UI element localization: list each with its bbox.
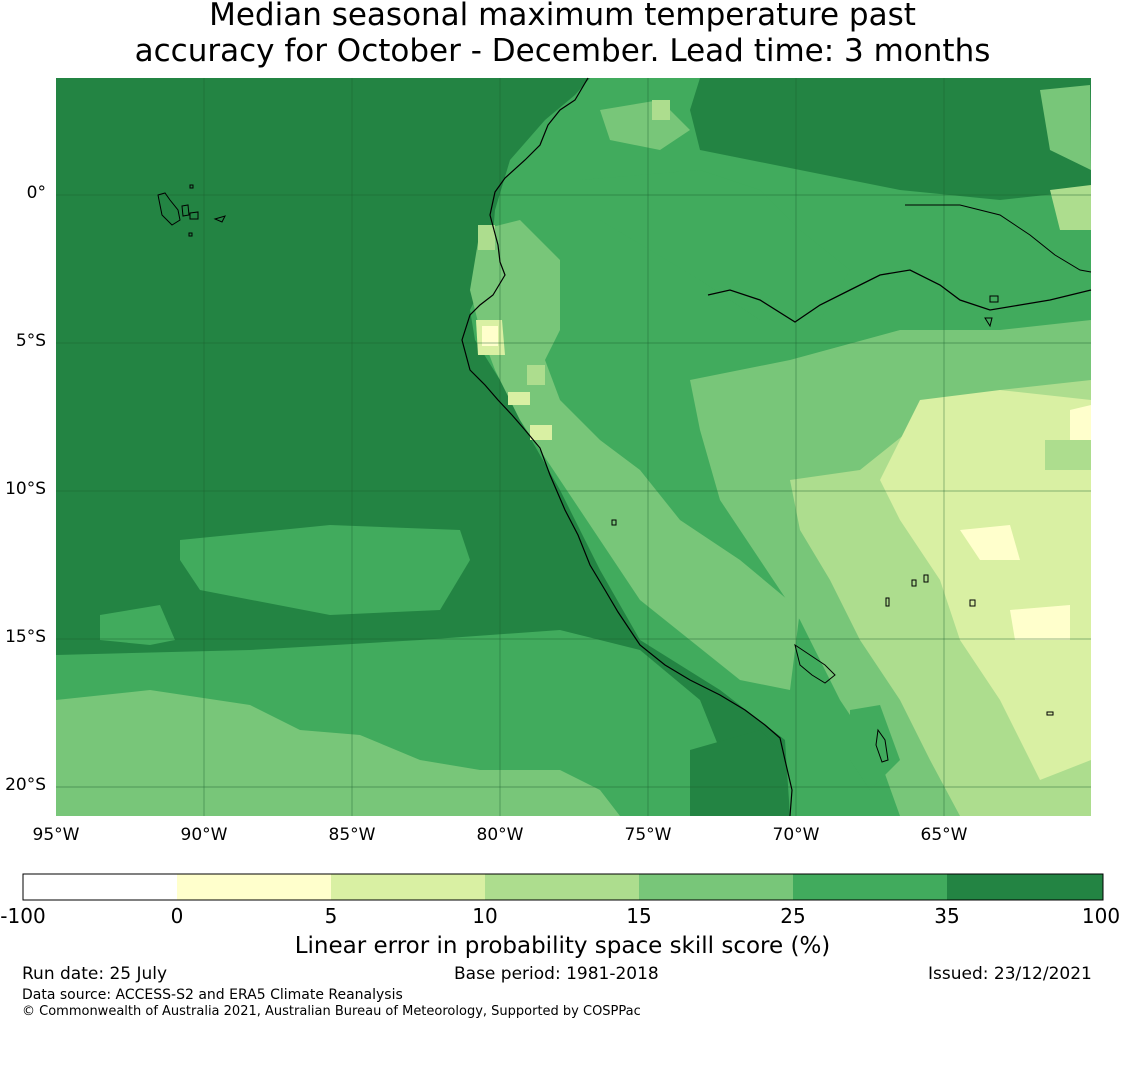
colorbar-segment: [23, 874, 177, 900]
colorbar-segment: [485, 874, 639, 900]
lon-tick-label: 80°W: [476, 825, 524, 845]
copyright-notice: © Commonwealth of Australia 2021, Austra…: [22, 1004, 641, 1019]
skill-region: [580, 170, 850, 320]
skill-region: [1050, 185, 1091, 230]
skill-region: [180, 525, 470, 615]
lakes: [611, 295, 1054, 763]
galapagos-islands: [157, 184, 226, 237]
map-title-line-1: Median seasonal maximum temperature past: [209, 0, 916, 33]
map-title-line-2: accuracy for October - December. Lead ti…: [134, 33, 991, 69]
colorbar-tick-label: 25: [780, 904, 806, 928]
skill-region: [1040, 85, 1091, 170]
colorbar-segment: [793, 874, 947, 900]
skill-region: [56, 690, 620, 816]
skill-region: [960, 525, 1020, 560]
skill-region: [527, 365, 545, 385]
lon-tick-label: 70°W: [772, 825, 820, 845]
skill-region: [530, 425, 552, 440]
skill-region: [1010, 605, 1070, 640]
colorbar-segment: [177, 874, 331, 900]
skill-region: [690, 78, 1091, 200]
colorbar-segment: [947, 874, 1103, 900]
skill-region: [880, 390, 1091, 780]
colorbar-segment: [639, 874, 793, 900]
gridlines: [56, 78, 1091, 816]
skill-region: [690, 730, 790, 816]
skill-region: [850, 705, 900, 790]
issued-date: Issued: 23/12/2021: [928, 964, 1092, 984]
skill-region: [470, 220, 800, 690]
skill-region: [508, 392, 530, 405]
colorbar-tick-label: -100: [0, 904, 46, 928]
river: [905, 204, 1092, 273]
colorbar-tick-label: 5: [324, 904, 338, 928]
colorbar-outline: [22, 873, 1104, 901]
colorbar-segment: [331, 874, 485, 900]
base-period: Base period: 1981-2018: [454, 964, 659, 984]
lat-tick-label: 15°S: [5, 627, 46, 647]
lat-tick-label: 5°S: [15, 331, 46, 351]
skill-region: [100, 605, 175, 645]
skill-region: [478, 225, 495, 250]
skill-region: [652, 100, 670, 120]
colorbar-tick-label: 10: [472, 904, 498, 928]
lon-tick-label: 75°W: [624, 825, 672, 845]
lon-tick-label: 90°W: [180, 825, 228, 845]
lon-tick-label: 85°W: [328, 825, 376, 845]
skill-region: [1070, 405, 1091, 450]
skill-region: [482, 326, 498, 346]
skill-score-map: [56, 78, 1091, 816]
colorbar-tick-label: 35: [934, 904, 960, 928]
river: [707, 269, 1092, 323]
coastline: [461, 77, 793, 817]
colorbar: [22, 873, 1104, 901]
data-source: Data source: ACCESS-S2 and ERA5 Climate …: [22, 987, 403, 1003]
colorbar-tick-label: 100: [1081, 904, 1121, 928]
lon-tick-label: 95°W: [32, 825, 80, 845]
colorbar-label: Linear error in probability space skill …: [294, 933, 831, 959]
colorbar-tick-label: 15: [626, 904, 652, 928]
skill-region: [1045, 440, 1091, 470]
lon-tick-label: 65°W: [920, 825, 968, 845]
lat-tick-label: 0°: [26, 183, 46, 203]
lat-tick-label: 20°S: [5, 775, 46, 795]
colorbar-tick-label: 0: [170, 904, 184, 928]
lat-tick-label: 10°S: [5, 479, 46, 499]
run-date: Run date: 25 July: [22, 964, 168, 984]
